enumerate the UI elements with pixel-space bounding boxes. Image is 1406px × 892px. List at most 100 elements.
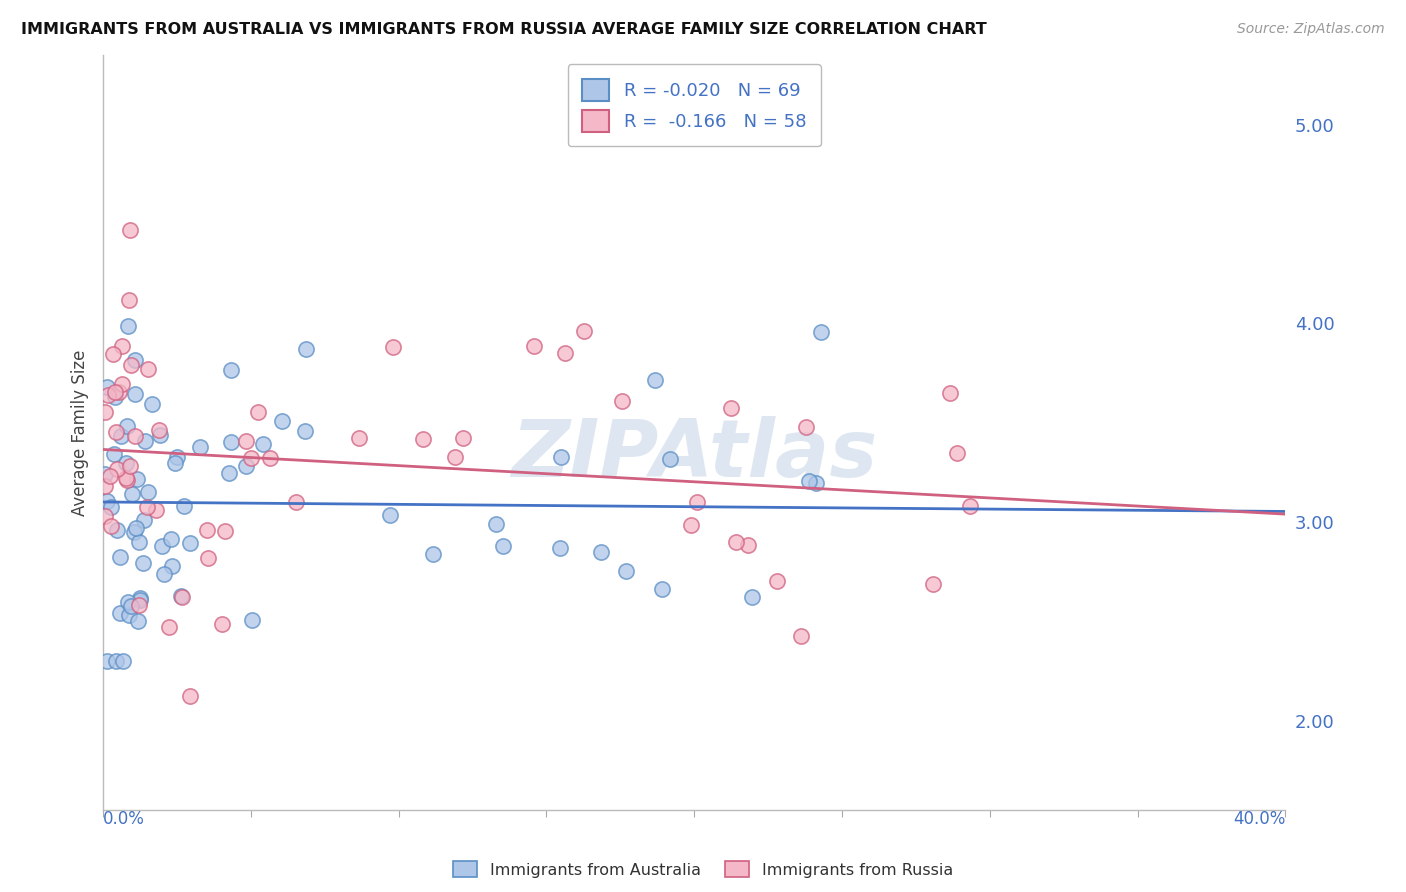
Point [125,521,148,535]
Point [724,534,747,549]
Point [444,450,467,464]
Point [349,431,371,445]
Point [118,293,141,307]
Point [240,613,263,627]
Y-axis label: Average Family Size: Average Family Size [72,350,89,516]
Point [124,386,146,401]
Point [110,549,132,564]
Point [117,318,139,333]
Point [166,450,188,464]
Point [214,524,236,539]
Point [115,456,138,470]
Point [252,437,274,451]
Point [157,620,180,634]
Point [96,654,118,668]
Point [111,339,134,353]
Legend: R = -0.020   N = 69, R =  -0.166   N = 58: R = -0.020 N = 69, R = -0.166 N = 58 [568,64,821,146]
Point [117,608,139,623]
Point [125,472,148,486]
Point [651,582,673,597]
Text: Source: ZipAtlas.com: Source: ZipAtlas.com [1237,22,1385,37]
Point [118,223,141,237]
Point [94,478,117,492]
Point [110,429,132,443]
Point [810,326,832,340]
Point [122,525,145,540]
Point [159,532,181,546]
Legend: Immigrants from Australia, Immigrants from Russia: Immigrants from Australia, Immigrants fr… [447,855,959,884]
Point [141,397,163,411]
Point [572,324,595,338]
Point [115,473,138,487]
Point [160,558,183,573]
Point [453,431,475,445]
Point [104,384,127,399]
Point [188,440,211,454]
Point [128,535,150,549]
Point [197,551,219,566]
Point [271,414,294,428]
Point [163,456,186,470]
Point [138,361,160,376]
Point [93,508,115,523]
Text: 40.0%: 40.0% [1233,810,1285,828]
Point [741,591,763,605]
Point [294,424,316,438]
Point [117,418,139,433]
Point [134,513,156,527]
Point [259,450,281,465]
Point [148,423,170,437]
Point [173,500,195,514]
Point [124,429,146,443]
Point [108,606,131,620]
Point [554,346,576,360]
Point [219,434,242,449]
Point [219,362,242,376]
Point [804,476,827,491]
Point [766,574,789,588]
Point [124,353,146,368]
Point [737,538,759,552]
Point [790,629,813,643]
Point [120,458,142,473]
Point [644,373,666,387]
Point [614,564,637,578]
Point [111,376,134,391]
Point [98,468,121,483]
Point [105,462,128,476]
Point [720,401,742,415]
Point [659,451,682,466]
Point [921,576,943,591]
Point [138,484,160,499]
Point [129,593,152,607]
Point [610,393,633,408]
Point [211,616,233,631]
Point [96,380,118,394]
Point [591,544,613,558]
Point [422,548,444,562]
Point [127,614,149,628]
Point [378,508,401,523]
Point [104,654,127,668]
Point [550,450,572,464]
Point [195,524,218,538]
Point [179,689,201,703]
Point [492,540,515,554]
Point [103,347,125,361]
Point [121,599,143,613]
Point [105,524,128,538]
Text: IMMIGRANTS FROM AUSTRALIA VS IMMIGRANTS FROM RUSSIA AVERAGE FAMILY SIZE CORRELAT: IMMIGRANTS FROM AUSTRALIA VS IMMIGRANTS … [21,22,987,37]
Point [145,502,167,516]
Point [522,338,544,352]
Point [246,405,269,419]
Point [104,390,127,404]
Point [120,358,142,372]
Point [686,494,709,508]
Point [129,591,152,605]
Point [548,541,571,555]
Point [235,459,257,474]
Point [218,466,240,480]
Point [93,467,115,481]
Point [114,470,136,484]
Point [679,518,702,533]
